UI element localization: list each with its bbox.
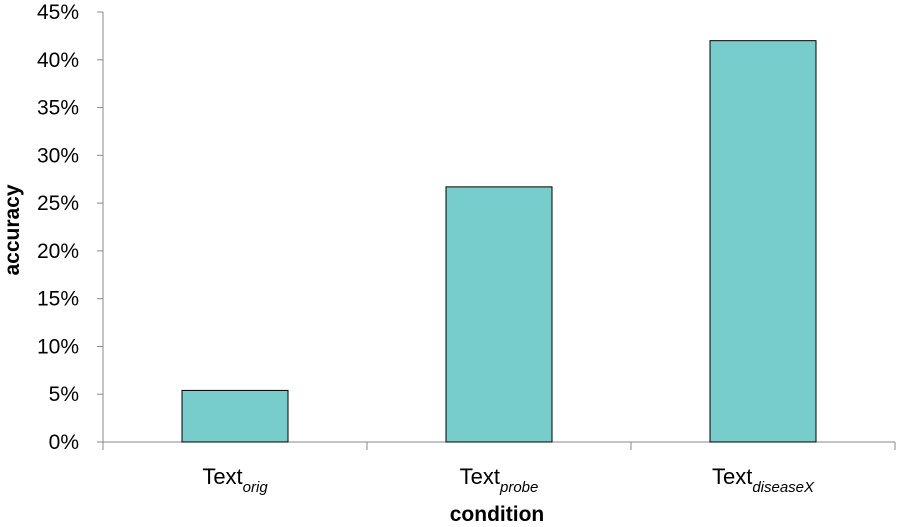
y-tick-label: 5% (49, 383, 79, 406)
bar (709, 40, 817, 443)
x-axis-title: condition (450, 503, 544, 526)
y-tick-label: 40% (37, 49, 79, 72)
y-tick-label: 15% (37, 288, 79, 311)
y-tick-labels: 0% 5% 10% 15% 20% 25% 30% 35% 40% 45% (37, 1, 79, 454)
y-tick-label: 0% (49, 431, 79, 454)
y-tick-label: 10% (37, 335, 79, 358)
bars (181, 40, 817, 443)
bar (181, 389, 289, 443)
y-tick-label: 45% (37, 1, 79, 24)
x-tick-label: TextdiseaseX (712, 464, 815, 496)
y-tick-label: 20% (37, 240, 79, 263)
x-tick-label: Textprobe (460, 464, 539, 496)
bar (445, 186, 553, 443)
y-tick-label: 25% (37, 192, 79, 215)
x-tick-label: Textorig (202, 464, 268, 496)
x-tick-labels: Textorig Textprobe TextdiseaseX (202, 464, 815, 496)
y-tick-label: 30% (37, 144, 79, 167)
y-tick-label: 35% (37, 97, 79, 120)
y-axis-title: accuracy (1, 184, 24, 275)
